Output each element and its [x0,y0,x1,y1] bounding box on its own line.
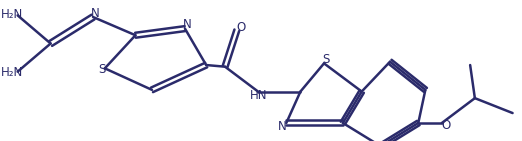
Text: O: O [441,119,450,132]
Text: H₂N: H₂N [1,66,23,79]
Text: N: N [91,6,99,20]
Text: O: O [236,21,245,34]
Text: S: S [322,53,330,66]
Text: N: N [278,120,287,133]
Text: N: N [183,18,192,31]
Text: H₂N: H₂N [1,8,23,21]
Text: S: S [98,63,105,76]
Text: HN: HN [250,89,268,102]
